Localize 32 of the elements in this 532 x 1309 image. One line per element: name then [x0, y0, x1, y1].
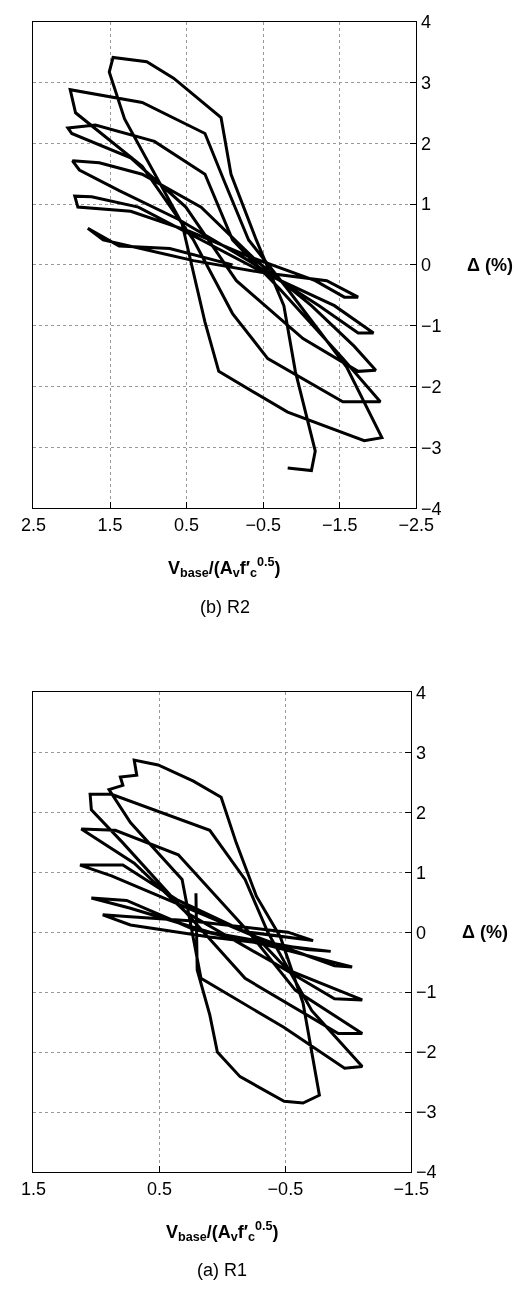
x-tick-label: −0.5	[245, 514, 281, 535]
x-tick-label: −1.5	[321, 514, 358, 535]
y-tick-label: −2	[415, 1042, 437, 1063]
x-axis-title: V$_{base}$/(A$_{v}$f′$_{c}$$^{0.5}$)	[166, 1219, 279, 1245]
text: (b) R2	[200, 597, 251, 617]
y-tick-label: −3	[420, 437, 442, 458]
y-tick-label: 1	[415, 862, 426, 883]
x-tick-label: −0.5	[267, 1178, 304, 1199]
line-series	[66, 55, 384, 473]
x-tick-label: 1.5	[20, 1178, 46, 1199]
y-axis-title: Δ (%)	[467, 255, 513, 275]
y-axis-title: Δ (%)	[462, 922, 508, 942]
y-tick-label: −1	[420, 316, 442, 337]
y-tick-label: 4	[420, 11, 431, 32]
y-tick-label: 4	[415, 682, 426, 703]
y-tick-label: 3	[420, 72, 431, 93]
y-tick-label: 0	[420, 255, 431, 276]
y-tick-label: 1	[420, 194, 431, 215]
x-tick-label: 1.5	[97, 514, 123, 535]
line-series	[78, 758, 364, 1105]
x-tick-label: 0.5	[174, 514, 200, 535]
y-tick-label: −1	[415, 982, 437, 1003]
y-tick-label: 0	[415, 922, 426, 943]
x-axis-title: V$_{base}$/(A$_{v}$f′$_{c}$$^{0.5}$)	[168, 555, 281, 581]
y-tick-label: 3	[415, 742, 426, 763]
y-tick-label: 2	[415, 802, 426, 823]
y-tick-label: 2	[420, 133, 431, 154]
x-tick-label: 2.5	[20, 514, 46, 535]
y-tick-label: −2	[420, 376, 442, 397]
y-tick-label: −3	[415, 1102, 437, 1123]
text: (a) R1	[197, 1260, 248, 1280]
x-tick-label: 0.5	[146, 1178, 172, 1199]
